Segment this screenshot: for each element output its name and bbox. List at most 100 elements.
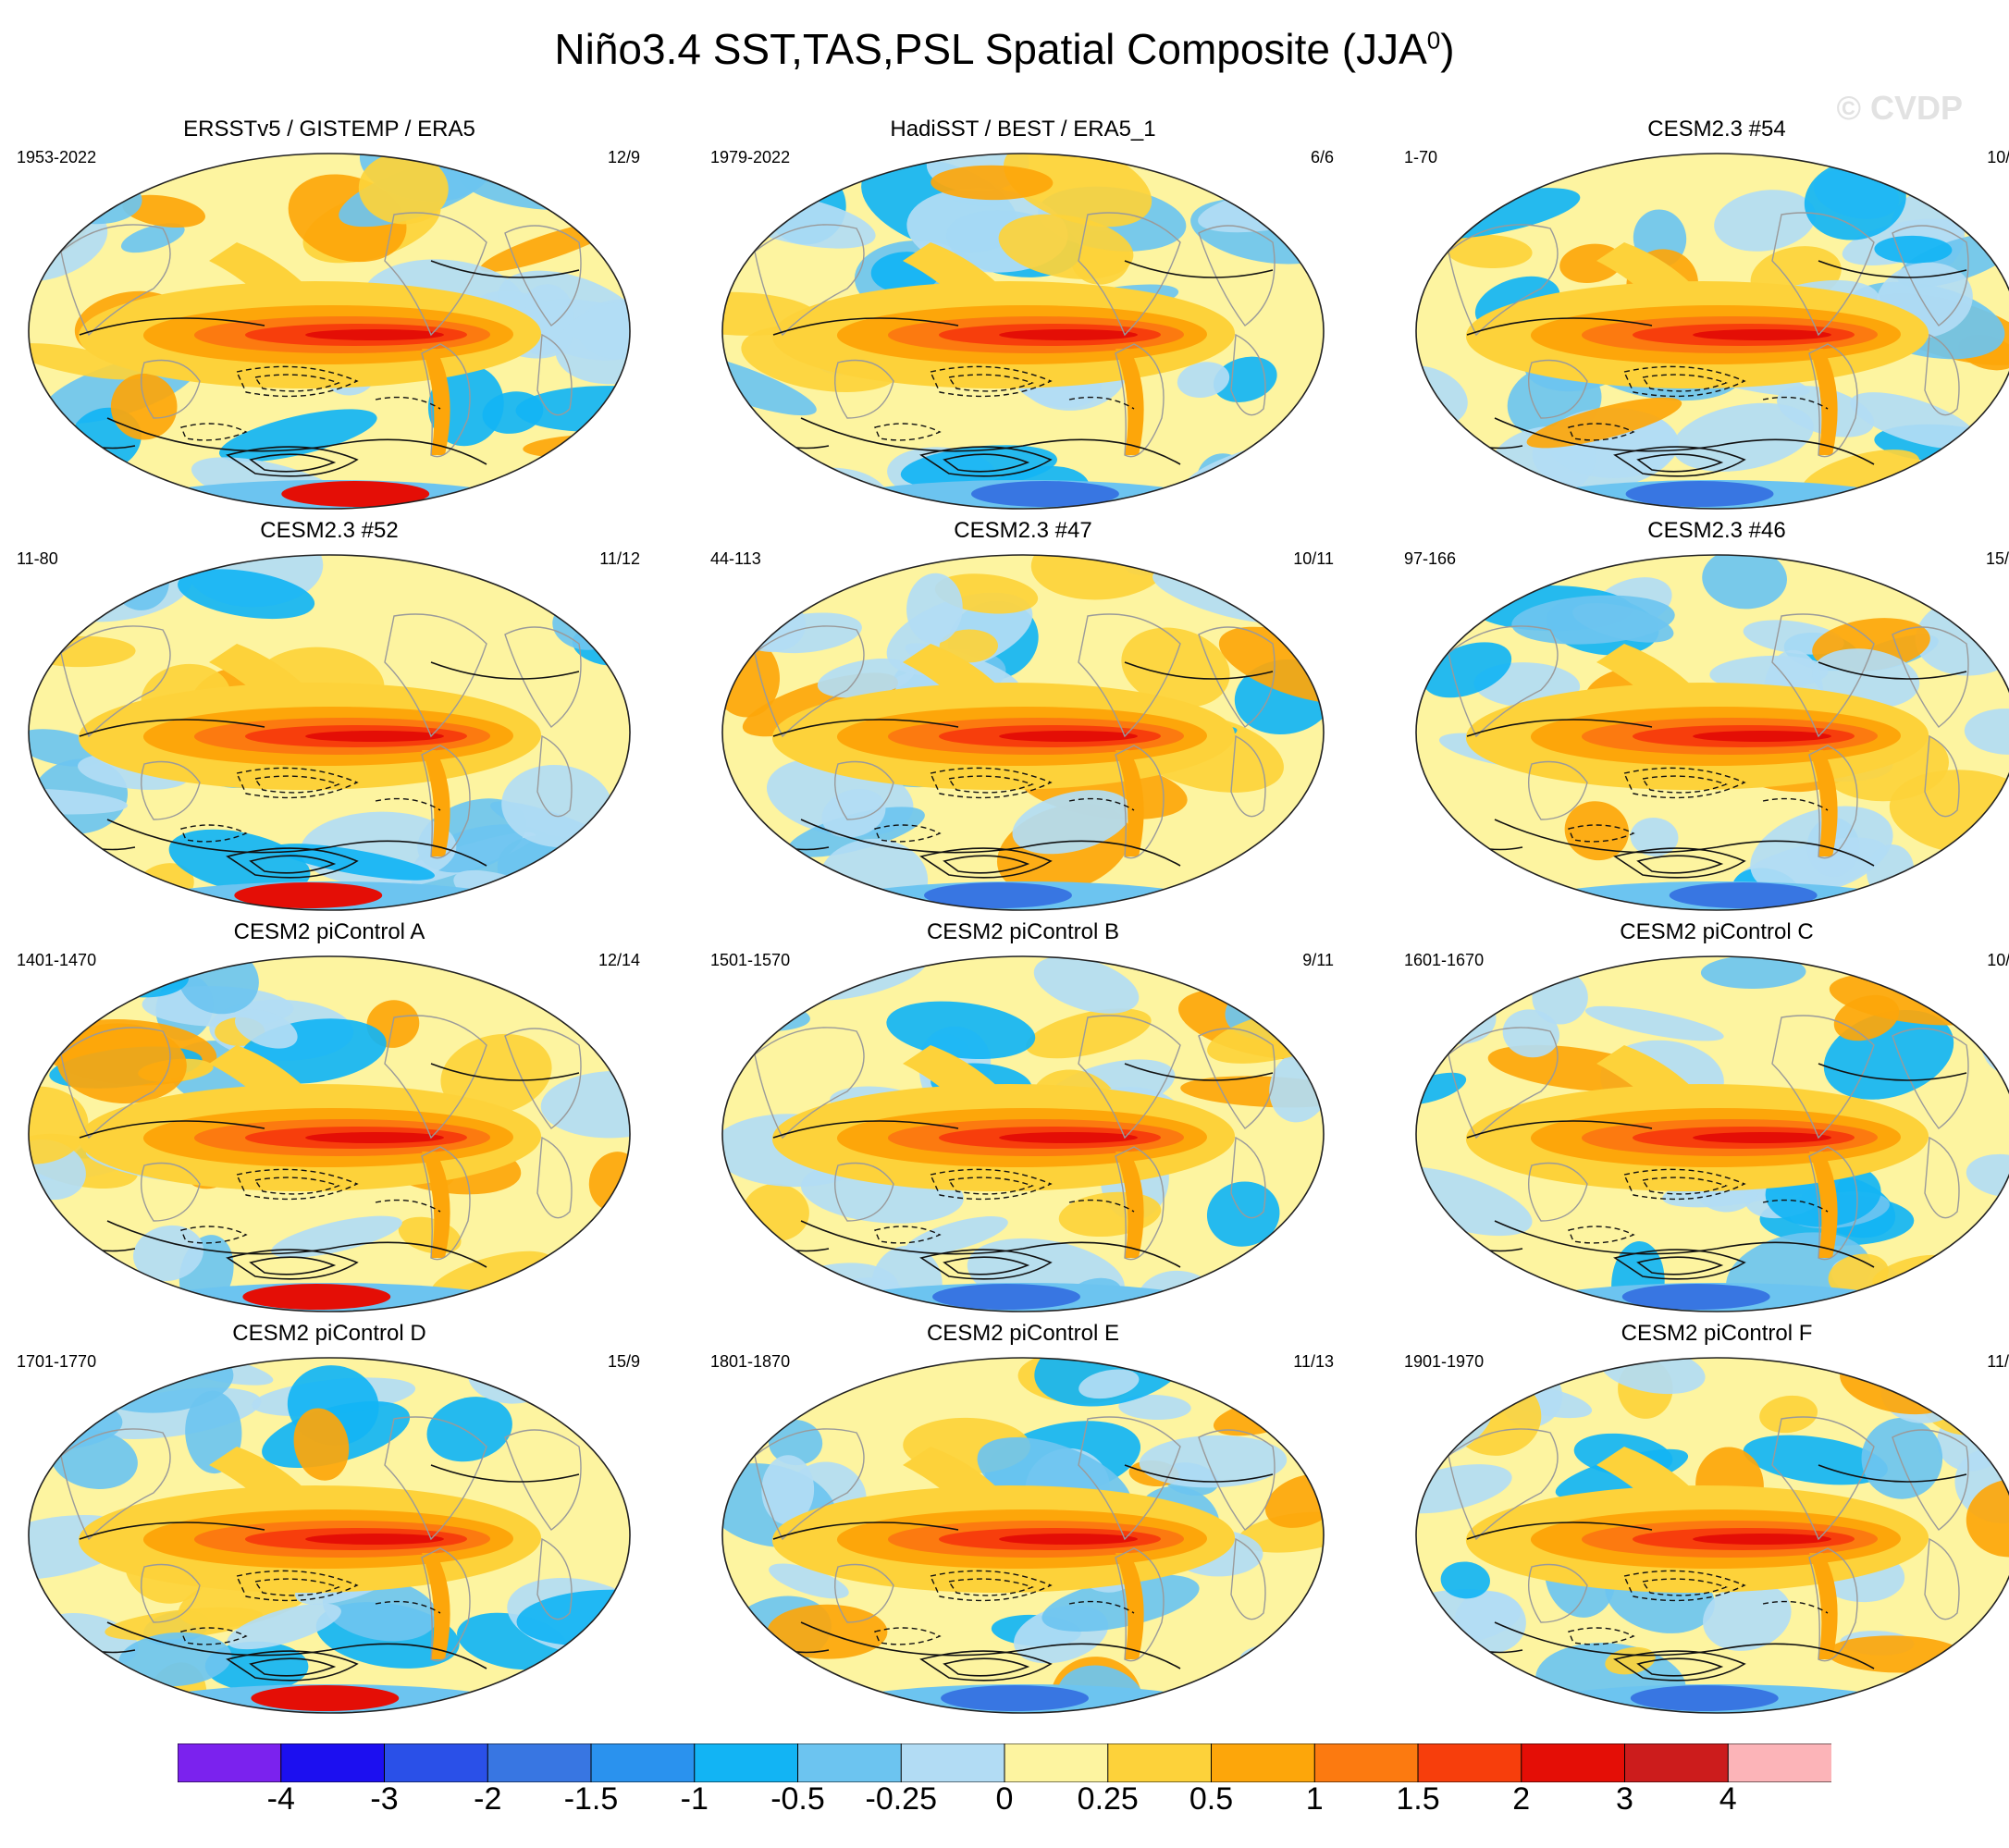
psl-negative-contour — [1068, 1199, 1135, 1213]
anomaly-patch — [1599, 1358, 1706, 1395]
psl-positive-contour — [106, 819, 487, 867]
anomaly-patch — [118, 1632, 232, 1687]
psl-negative-contour — [253, 1578, 340, 1596]
psl-positive-contour — [1494, 417, 1875, 465]
anomaly-patch — [1213, 356, 1277, 402]
continent-outline — [384, 613, 487, 738]
psl-positive-contour — [79, 1522, 265, 1540]
panel-title: CESM2 piControl B — [926, 919, 1120, 944]
continent-outline — [421, 745, 471, 859]
anomaly-patch — [1920, 1267, 1998, 1312]
anomaly-patch — [1630, 817, 1679, 856]
anomaly-patch — [133, 1225, 203, 1282]
anomaly-patch — [1672, 402, 1814, 472]
south-american-coast-warm — [1809, 750, 1838, 856]
anomaly-patch — [1703, 1583, 1792, 1651]
psl-positive-contour — [1466, 1120, 1653, 1139]
colorbar-tick-label: 1 — [1305, 1781, 1324, 1817]
psl-negative-contour — [1762, 797, 1829, 811]
continent-outline — [1892, 626, 1969, 728]
colorbar-tick-label: -2 — [474, 1781, 502, 1817]
panel-period: 97-166 — [1404, 549, 1457, 568]
psl-positive-contour — [249, 453, 337, 473]
map-panel: CESM2 piControl C 1601-1670 10/11 — [1402, 919, 2009, 1317]
psl-positive-contour — [79, 317, 265, 336]
composite-map — [28, 153, 631, 510]
anomaly-patch — [1429, 858, 1514, 910]
anomaly-patch — [440, 1033, 552, 1115]
anomaly-patch — [769, 1563, 849, 1599]
panel-event-count: 11/12 — [1987, 1352, 2009, 1371]
anomaly-patch — [1030, 555, 1170, 600]
continent-outline — [1115, 1146, 1165, 1261]
continent-outline — [504, 225, 582, 326]
map-panel: CESM2 piControl B 1501-1570 9/11 — [709, 919, 1337, 1317]
anomaly-patch — [566, 441, 630, 509]
psl-positive-contour — [800, 1621, 1181, 1669]
south-polar-core — [281, 481, 430, 507]
psl-positive-contour — [1124, 661, 1274, 680]
figure-title: Niño3.4 SST,TAS,PSL Spatial Composite (J… — [554, 25, 1455, 73]
map-border — [721, 955, 1325, 1312]
anomaly-patch — [56, 1023, 187, 1104]
continent-outline — [754, 1027, 865, 1140]
colorbar-swatch — [797, 1743, 903, 1782]
psl-negative-contour — [375, 396, 441, 410]
continent-outline — [1924, 734, 1960, 818]
continent-outline — [384, 212, 487, 337]
anomaly-patch — [1041, 1574, 1200, 1632]
psl-negative-contour — [874, 423, 942, 441]
south-polar-core — [242, 1284, 391, 1310]
psl-negative-contour — [253, 775, 340, 794]
south-american-coast-warm — [422, 1553, 450, 1659]
colorbar-swatch — [694, 1743, 799, 1782]
colorbar-tick-label: -0.25 — [865, 1781, 938, 1817]
south-polar-core — [932, 1284, 1081, 1310]
psl-negative-contour — [375, 1600, 441, 1614]
colorbar — [178, 1743, 1831, 1782]
psl-negative-contour — [180, 1226, 248, 1244]
psl-positive-contour — [1494, 819, 1875, 867]
continent-outline — [60, 625, 171, 738]
continent-outline — [1448, 625, 1559, 738]
south-american-coast-warm — [1115, 750, 1144, 856]
enso-tongue-band — [1692, 1534, 1831, 1545]
continent-outline — [1924, 1136, 1960, 1219]
anomaly-patch — [293, 1408, 350, 1481]
anomaly-patch — [1416, 1072, 1467, 1105]
anomaly-patch — [555, 300, 630, 385]
composite-map — [1415, 554, 2009, 911]
cvdp-watermark: © CVDP — [1836, 89, 1963, 127]
colorbar-tick-label: 3 — [1616, 1781, 1633, 1817]
continent-outline — [833, 1162, 894, 1222]
psl-positive-contour — [249, 1256, 337, 1275]
continent-outline — [504, 1429, 582, 1531]
continent-outline — [536, 333, 573, 416]
continent-outline — [421, 1547, 471, 1662]
panel-period: 44-113 — [710, 549, 761, 568]
south-american-coast-warm — [1809, 1152, 1838, 1258]
colorbar-swatch — [1107, 1743, 1213, 1782]
psl-positive-contour — [919, 847, 1053, 879]
psl-negative-contour — [947, 775, 1034, 794]
continent-outline — [1771, 212, 1875, 337]
enso-tongue-band — [304, 329, 444, 340]
colorbar-tick-label: -0.5 — [770, 1781, 825, 1817]
panel-period: 1801-1870 — [710, 1352, 791, 1371]
psl-negative-contour — [1068, 1600, 1135, 1614]
psl-positive-contour — [1124, 1063, 1274, 1081]
anomaly-patch — [271, 1215, 402, 1258]
panel-event-count: 11/12 — [599, 549, 640, 568]
south-polar-core — [1621, 1284, 1770, 1310]
anomaly-patch — [1078, 1369, 1140, 1399]
anomaly-patch — [1850, 392, 1978, 450]
continent-outline — [1230, 1537, 1266, 1620]
anomaly-patch — [931, 165, 1054, 201]
anomaly-patch — [1714, 190, 1817, 252]
continent-outline — [1198, 225, 1276, 326]
colorbar-swatch — [384, 1743, 489, 1782]
continent-outline — [1771, 1416, 1875, 1541]
continent-outline — [1115, 1547, 1165, 1662]
continent-outline — [1808, 745, 1858, 859]
psl-positive-contour — [79, 1120, 265, 1139]
